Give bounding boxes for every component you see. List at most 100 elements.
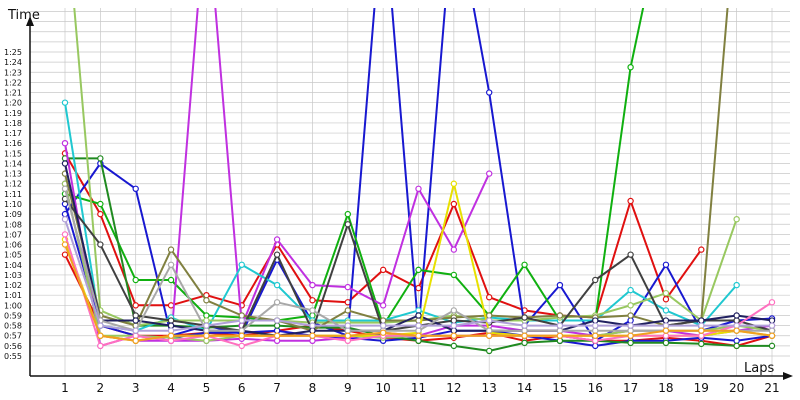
data-point (733, 317, 740, 324)
y-tick-label: 1:02 (4, 281, 22, 290)
y-tick-label: 1:08 (4, 220, 22, 229)
data-point (97, 332, 104, 339)
data-point (486, 317, 493, 324)
data-point (238, 317, 245, 324)
y-tick-label: 1:22 (4, 78, 22, 87)
data-point (521, 261, 528, 268)
y-tick-label: 1:13 (4, 170, 22, 179)
data-point (344, 337, 351, 344)
data-point (486, 170, 493, 177)
y-tick-label: 1:14 (4, 159, 22, 168)
data-point (203, 332, 210, 339)
data-point (627, 251, 634, 258)
data-point (273, 251, 281, 258)
data-point (627, 312, 634, 319)
x-tick-label: 6 (238, 381, 246, 395)
y-axis-arrow (26, 16, 34, 26)
data-point (61, 251, 69, 258)
y-tick-label: 0:55 (4, 352, 22, 361)
x-tick-label: 18 (658, 381, 673, 395)
data-point (450, 322, 458, 329)
data-point (521, 314, 528, 321)
data-point (203, 297, 210, 304)
data-point (415, 284, 422, 292)
y-tick-label: 1:11 (4, 190, 22, 199)
x-tick-labels: 1 2 3 4 5 6 7 8 9 10 11 12 13 14 15 16 17 18 19 20 21 (61, 381, 779, 395)
data-point (733, 337, 740, 344)
data-point (97, 342, 104, 350)
data-point (132, 302, 139, 309)
data-point (627, 317, 634, 324)
data-point (132, 327, 139, 334)
y-tick-label: 1:12 (4, 180, 22, 189)
x-tick-label: 5 (203, 381, 211, 395)
x-tick-label: 19 (694, 381, 709, 395)
data-point (61, 231, 69, 238)
data-point (698, 246, 705, 253)
series-12 (61, 8, 729, 334)
x-tick-label: 3 (132, 381, 140, 395)
data-point (662, 317, 670, 324)
x-tick-label: 2 (97, 381, 105, 395)
x-axis-arrow (783, 372, 793, 380)
y-tick-label: 1:17 (4, 129, 22, 138)
data-point (61, 160, 69, 167)
data-point (132, 276, 139, 284)
data-point (273, 327, 281, 334)
data-point (61, 215, 69, 223)
y-tick-label: 1:09 (4, 210, 22, 219)
data-point (203, 312, 210, 319)
data-point (309, 312, 316, 319)
data-point (450, 317, 458, 324)
data-point (132, 312, 139, 319)
x-tick-label: 20 (729, 381, 744, 395)
data-point (627, 332, 634, 339)
y-tick-label: 1:18 (4, 119, 22, 128)
data-point (592, 322, 599, 329)
data-point (273, 299, 281, 306)
data-point (698, 322, 705, 329)
data-point (309, 337, 316, 344)
data-point (662, 322, 670, 329)
y-tick-label: 1:24 (4, 58, 22, 67)
x-tick-label: 7 (273, 381, 281, 395)
data-point (344, 332, 351, 339)
data-point (486, 294, 493, 301)
data-point (662, 261, 670, 268)
data-point (415, 307, 422, 314)
data-point (415, 332, 422, 339)
data-point (379, 266, 387, 274)
data-point (556, 327, 564, 334)
data-point (132, 332, 139, 339)
data-point (486, 332, 493, 339)
data-point (273, 281, 281, 289)
data-point (627, 322, 634, 329)
data-point (273, 317, 281, 324)
data-point (698, 332, 705, 339)
y-tick-labels: 0:550:560:570:58 0:591:001:011:021:031:04… (4, 48, 22, 361)
data-point (203, 337, 210, 344)
series-19 (61, 241, 776, 344)
data-point (627, 339, 634, 347)
data-point (733, 342, 740, 350)
x-tick-label: 9 (344, 381, 352, 395)
x-tick-label: 4 (167, 381, 175, 395)
data-point (592, 332, 599, 339)
data-point (592, 342, 599, 350)
data-point (450, 246, 458, 253)
data-point (344, 307, 351, 314)
data-point (167, 261, 175, 268)
data-point (450, 307, 458, 314)
data-point (733, 322, 740, 329)
data-point (662, 327, 670, 334)
x-tick-label: 13 (482, 381, 497, 395)
data-point (662, 339, 670, 347)
y-tick-label: 1:15 (4, 149, 22, 158)
data-point (592, 337, 599, 344)
data-point (167, 246, 175, 253)
data-point (132, 337, 139, 344)
data-point (556, 281, 564, 289)
data-point (415, 185, 422, 192)
data-point (450, 200, 458, 208)
data-point (238, 261, 245, 268)
